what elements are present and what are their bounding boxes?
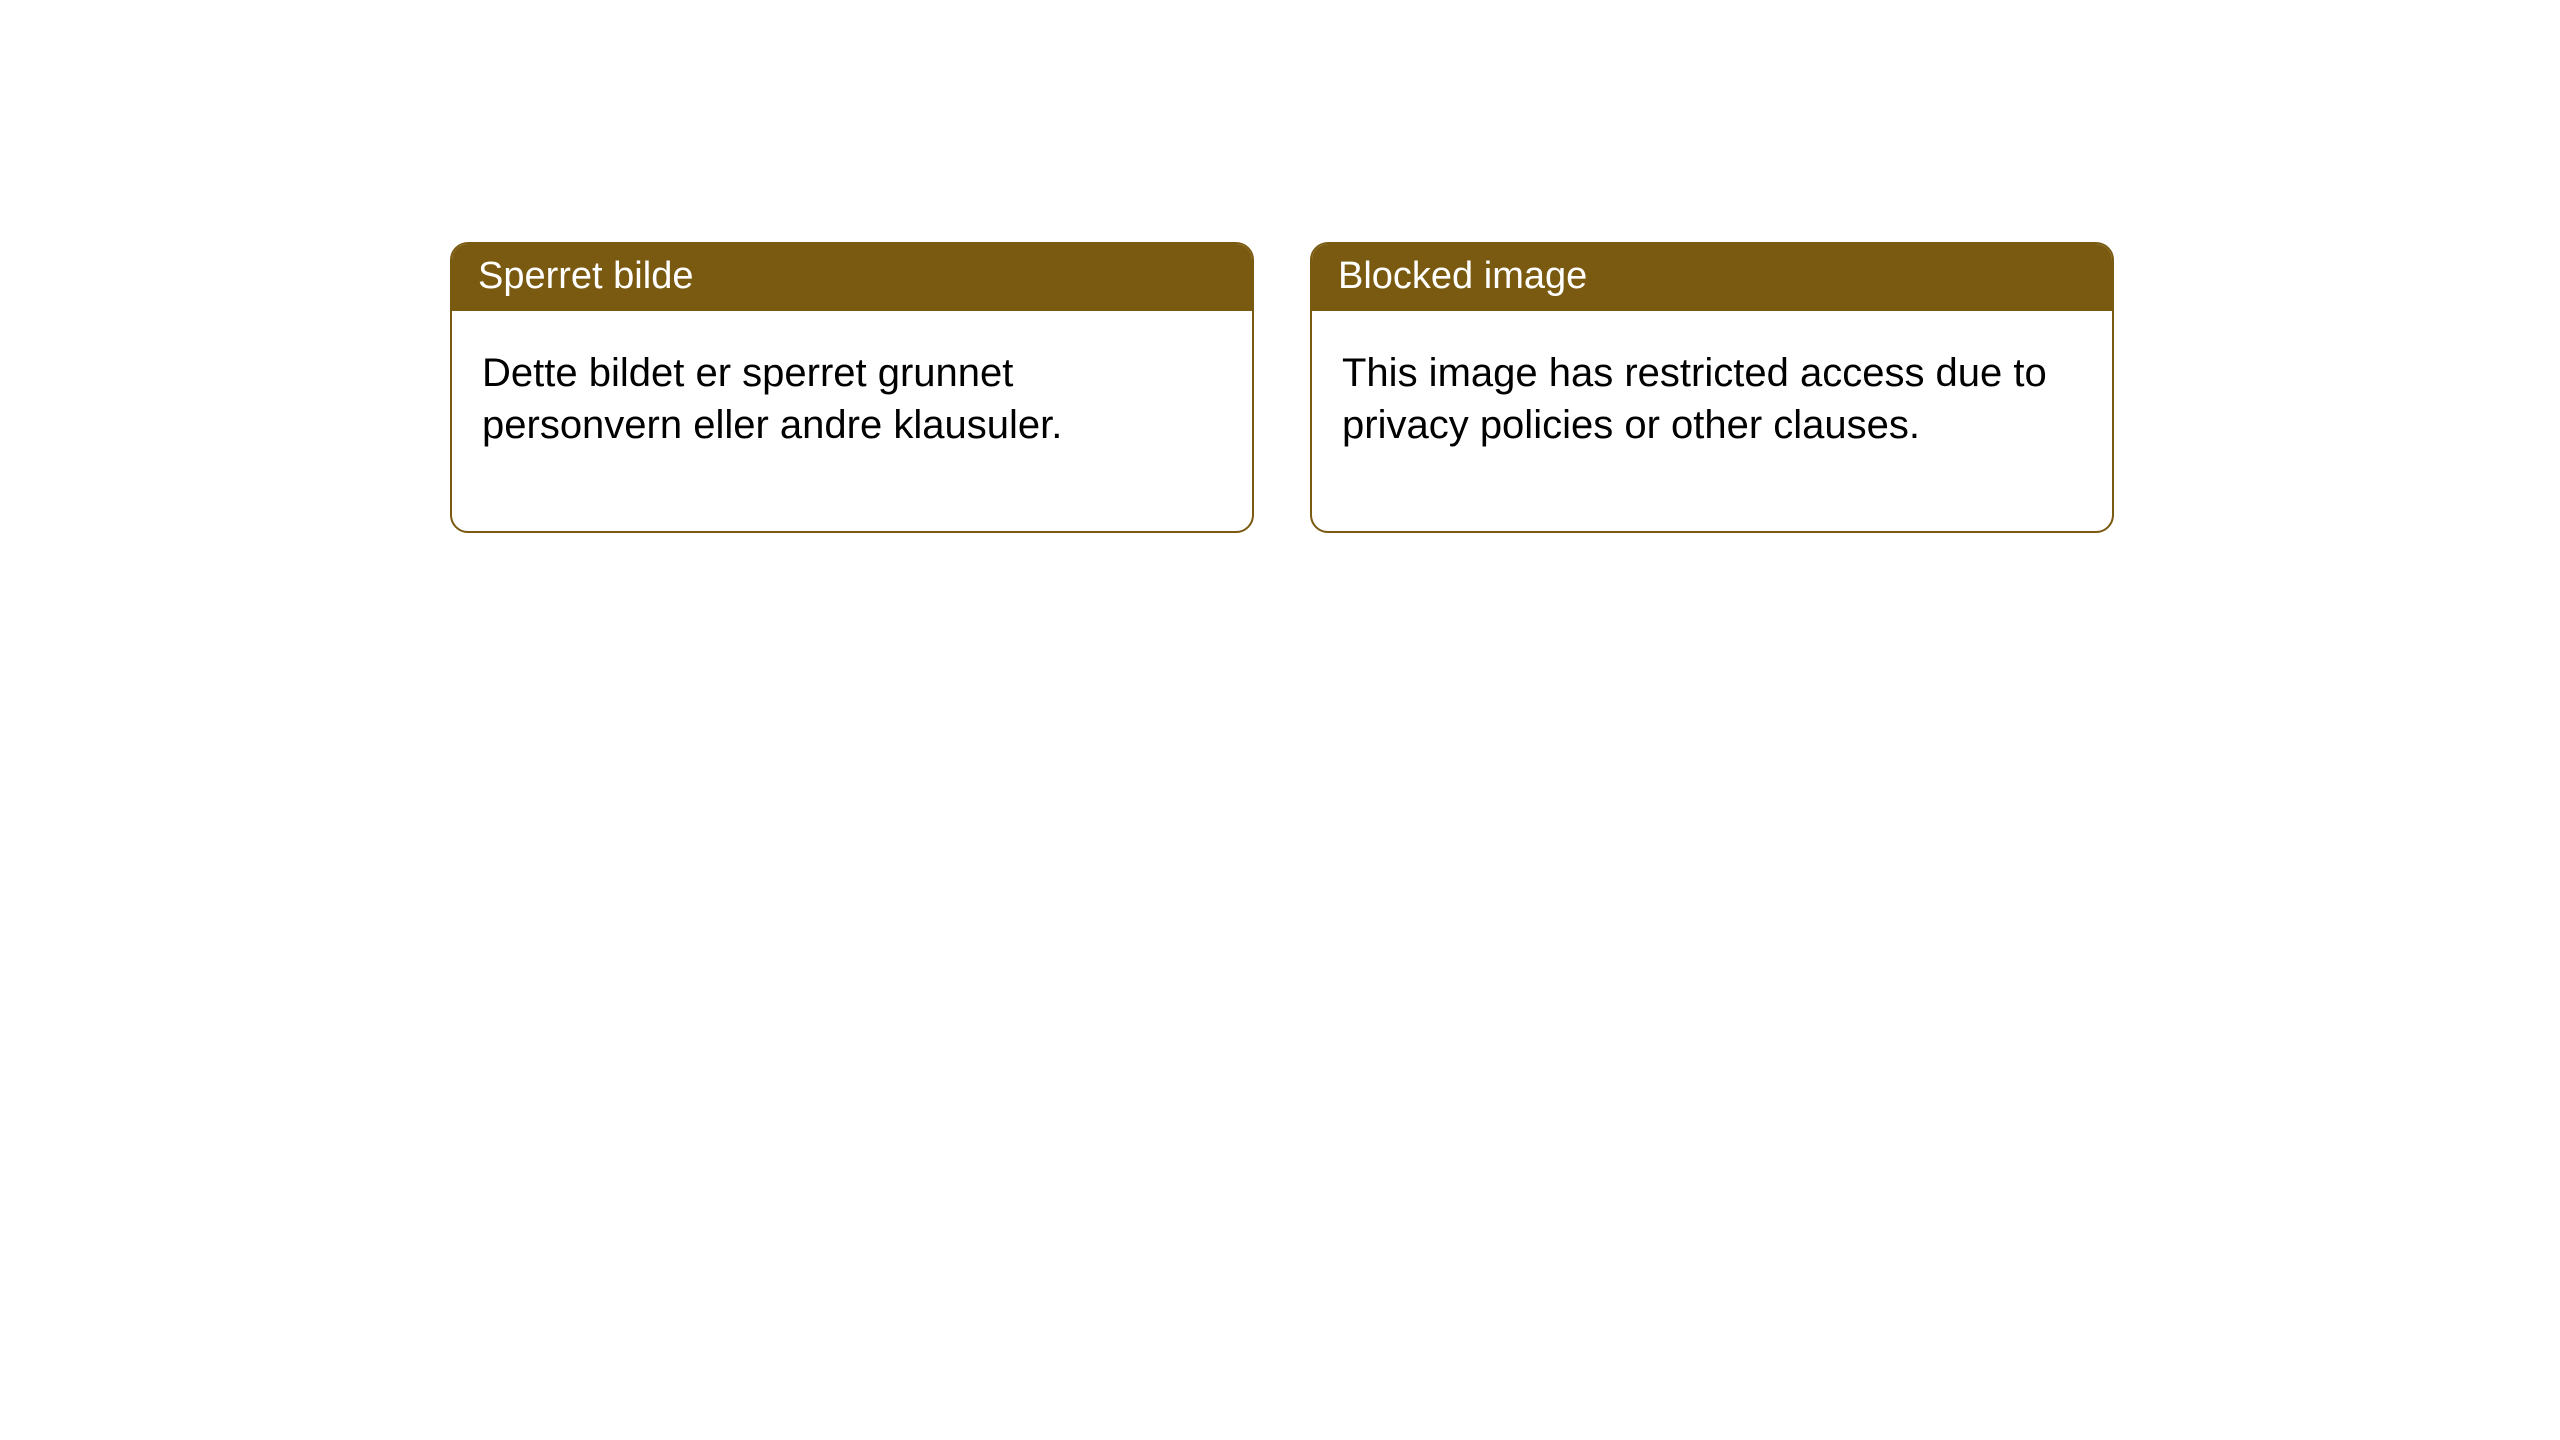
notice-card-no: Sperret bilde Dette bildet er sperret gr… bbox=[450, 242, 1254, 533]
notice-title-no: Sperret bilde bbox=[452, 244, 1252, 311]
notice-container: Sperret bilde Dette bildet er sperret gr… bbox=[0, 0, 2560, 533]
notice-title-en: Blocked image bbox=[1312, 244, 2112, 311]
notice-card-en: Blocked image This image has restricted … bbox=[1310, 242, 2114, 533]
notice-body-en: This image has restricted access due to … bbox=[1312, 311, 2112, 531]
notice-body-no: Dette bildet er sperret grunnet personve… bbox=[452, 311, 1252, 531]
